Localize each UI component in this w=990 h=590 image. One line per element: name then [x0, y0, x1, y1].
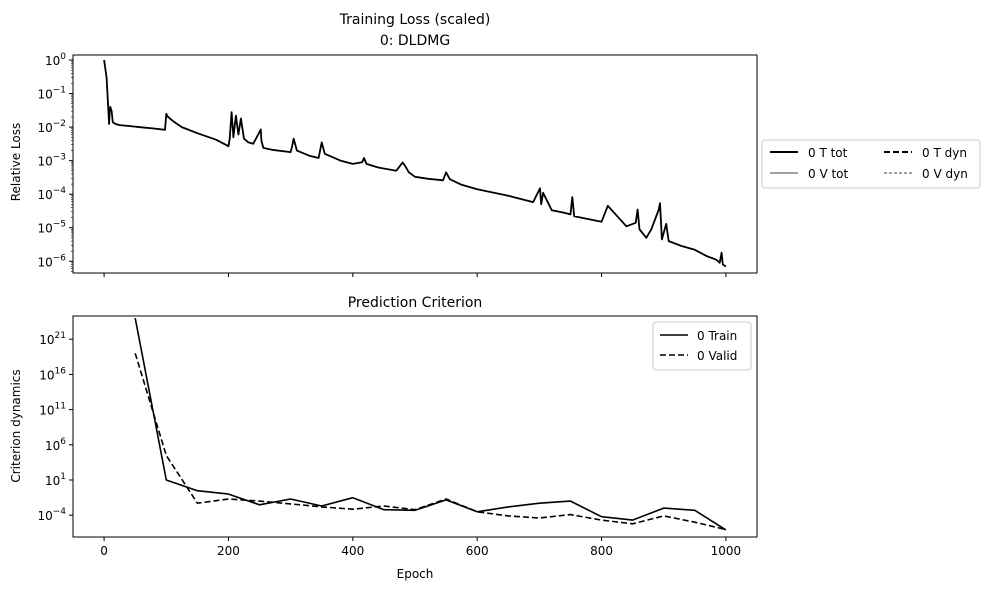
y-tick-label: 100: [45, 52, 66, 68]
series-line-0-v-tot: [103, 59, 727, 267]
panel2-legend-box: [652, 321, 752, 371]
series-line-0-train: [134, 317, 727, 531]
x-tick-label: 200: [217, 544, 240, 558]
legend-label-t-dyn: 0 T dyn: [922, 146, 967, 160]
series-line-0-valid: [134, 353, 727, 531]
panel2-lines: [134, 317, 727, 531]
panel1-legend: 0 T tot 0 V tot 0 T dyn 0 V dyn: [761, 139, 981, 189]
panel1-ylabel: Relative Loss: [9, 123, 23, 202]
panel1-title-line2: 0: DLDMG: [380, 33, 450, 49]
y-tick-label: 10−1: [37, 86, 66, 102]
panel2-ticks: 1021 1016 1011 106 101 10−4 0 200 400 600 800 1000: [37, 331, 741, 558]
y-tick-label: 10−4: [37, 186, 66, 202]
y-tick-label: 10−4: [37, 507, 66, 523]
series-line-0-t-tot: [103, 59, 727, 268]
y-tick-label: 10−3: [37, 153, 66, 169]
panel2-frame: [72, 315, 758, 538]
training-loss-panel: Training Loss (scaled) 0: DLDMG Relative…: [9, 12, 758, 277]
panel2-ylabel: Criterion dynamics: [9, 369, 23, 482]
x-tick-label: 800: [590, 544, 613, 558]
x-tick-label: 0: [100, 544, 108, 558]
panel1-title-line1: Training Loss (scaled): [339, 12, 491, 28]
panel1-ticks: 100 10−1 10−2 10−3 10−4 10−5 10−6: [37, 52, 727, 277]
legend-label-t-tot: 0 T tot: [808, 146, 848, 160]
y-tick-label: 10−2: [37, 119, 66, 135]
legend-label-valid: 0 Valid: [697, 349, 737, 363]
y-tick-label: 1016: [39, 366, 66, 382]
panel2-legend: 0 Train 0 Valid: [652, 321, 752, 371]
panel1-legend-box: [761, 139, 981, 189]
prediction-criterion-panel: Prediction Criterion Criterion dynamics …: [9, 295, 758, 581]
panel2-xlabel: Epoch: [397, 567, 434, 581]
y-tick-label: 10−5: [37, 220, 66, 236]
legend-label-v-tot: 0 V tot: [808, 167, 849, 181]
legend-label-v-dyn: 0 V dyn: [922, 167, 968, 181]
y-tick-label: 101: [45, 472, 66, 488]
y-tick-label: 10−6: [37, 253, 66, 269]
y-tick-label: 1021: [39, 331, 66, 347]
panel2-title: Prediction Criterion: [348, 295, 483, 311]
y-tick-label: 106: [45, 437, 66, 453]
x-tick-label: 400: [341, 544, 364, 558]
legend-label-train: 0 Train: [697, 329, 737, 343]
y-tick-label: 1011: [39, 402, 66, 418]
x-tick-label: 1000: [711, 544, 742, 558]
x-tick-label: 600: [466, 544, 489, 558]
panel1-frame: [72, 54, 758, 274]
panel1-lines: [103, 59, 727, 268]
